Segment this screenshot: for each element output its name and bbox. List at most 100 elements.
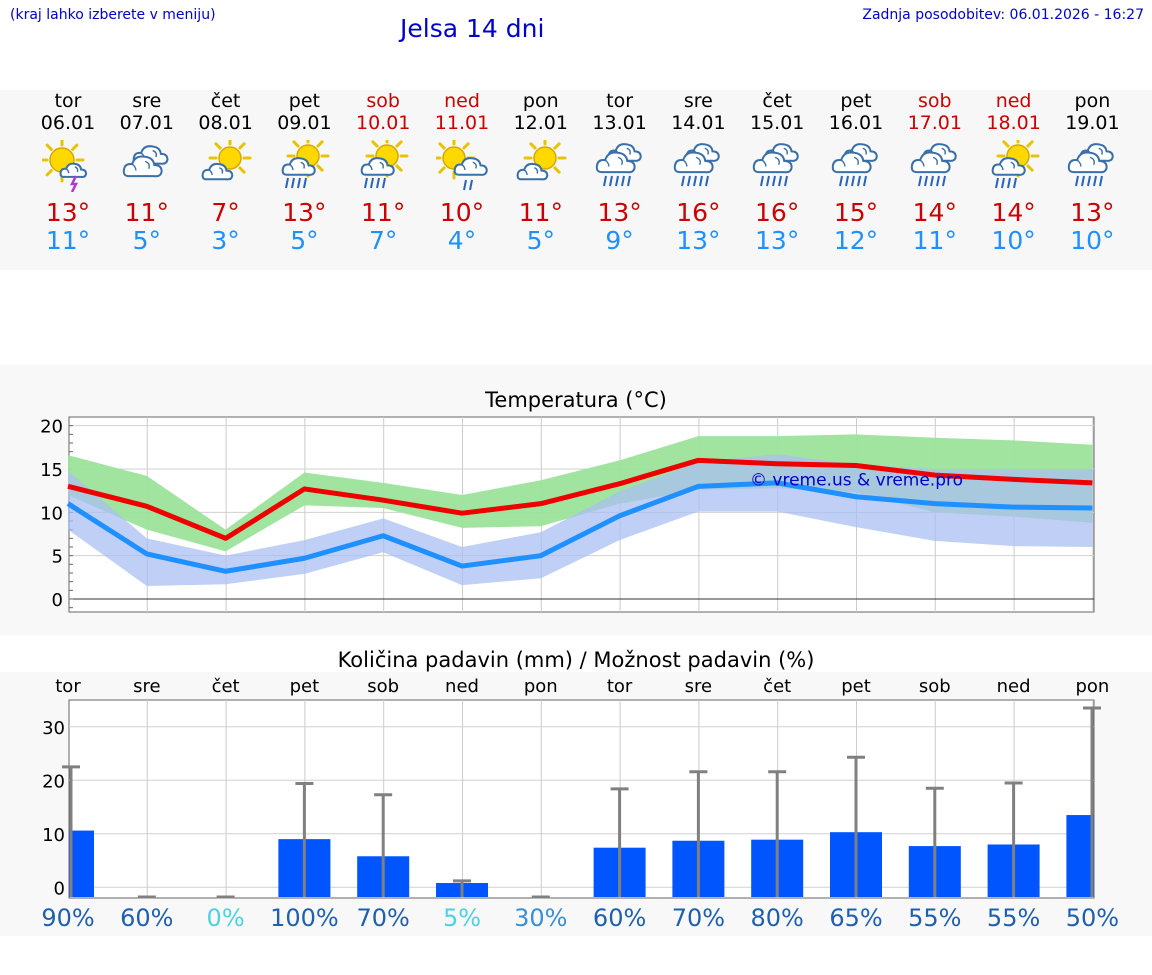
min-temp: 12° (833, 226, 879, 255)
day-name: tor (54, 90, 82, 112)
temp-y-tick: 15 (40, 460, 63, 481)
day-date: 12.01 (513, 112, 568, 134)
day-date: 11.01 (434, 112, 490, 134)
cloud-rain-icon (1068, 143, 1115, 187)
precip-day-label: tor (55, 676, 81, 697)
precip-day-label: tor (607, 676, 633, 697)
max-temp: 13° (282, 198, 327, 227)
day-date: 14.01 (671, 112, 726, 134)
min-temp: 3° (211, 226, 240, 255)
precip-probability: 30% (514, 904, 567, 932)
day-name: ned (444, 90, 480, 112)
day-date: 19.01 (1065, 112, 1120, 134)
precip-probability: 60% (120, 904, 173, 932)
min-temp: 10° (991, 226, 1036, 255)
temp-y-tick: 0 (52, 590, 63, 611)
precip-probability: 55% (908, 904, 961, 932)
precip-y-tick: 30 (42, 718, 65, 739)
watermark: © vreme.us & vreme.pro (750, 470, 963, 490)
max-temp-line (67, 457, 1093, 541)
precip-y-tick: 10 (42, 825, 65, 846)
forecast-band (0, 90, 1152, 270)
day-name: čet (210, 90, 241, 112)
precip-day-label: sre (685, 676, 712, 697)
min-temp: 4° (447, 226, 477, 255)
page-title: Jelsa 14 dni (400, 14, 545, 43)
precip-bar (1066, 815, 1094, 897)
max-temp: 13° (45, 198, 91, 227)
min-temp: 9° (605, 226, 634, 255)
max-temp: 11° (124, 198, 169, 227)
day-name: sob (366, 90, 400, 112)
sun-cloud-rain-icon (282, 140, 330, 189)
precip-day-label: sre (133, 676, 160, 697)
precip-probability: 70% (357, 904, 410, 932)
day-date: 09.01 (277, 112, 332, 134)
precip-probability: 70% (672, 904, 725, 932)
sun-cloud-icon (201, 140, 252, 181)
precip-day-label: sob (367, 676, 399, 697)
precip-y-tick: 20 (42, 771, 65, 792)
min-temp-line (66, 480, 1093, 574)
max-temp: 16° (676, 198, 721, 227)
precip-day-label: sob (919, 676, 951, 697)
min-temp: 13° (755, 226, 800, 255)
day-date: 18.01 (986, 112, 1041, 134)
precip-probability: 65% (829, 904, 882, 932)
cloud-rain-icon (910, 143, 957, 187)
precip-probability: 100% (270, 904, 339, 932)
precip-y-tick: 0 (54, 878, 65, 899)
day-date: 10.01 (355, 112, 411, 134)
min-temp: 13° (676, 226, 721, 255)
day-date: 08.01 (198, 112, 253, 134)
daily-forecast: tor 06.01 13° 11° sre 07.01 11° 5° čet 08.01 7° 3° p… (0, 90, 1152, 270)
day-date: 13.01 (592, 112, 647, 134)
day-date: 07.01 (119, 112, 174, 134)
max-temp: 7° (211, 198, 240, 227)
sun-cloud-rain-icon (360, 140, 409, 189)
day-date: 06.01 (40, 112, 96, 134)
day-name: sob (918, 90, 952, 112)
precip-day-label: čet (212, 676, 240, 697)
temp-y-tick: 5 (52, 547, 63, 568)
precipitation-chart-title: Količina padavin (mm) / Možnost padavin … (337, 648, 815, 672)
precip-day-label: pon (524, 676, 558, 697)
sun-cloud-icon (516, 140, 567, 181)
precip-probability: 0% (207, 904, 245, 932)
precip-probability: 80% (751, 904, 804, 932)
last-update: Zadnja posodobitev: 06.01.2026 - 16:27 (862, 7, 1144, 23)
min-temp: 5° (526, 226, 555, 255)
precip-probability: 60% (593, 904, 646, 932)
day-name: sre (683, 90, 713, 112)
min-temp: 11° (912, 226, 957, 255)
precipitation-chart: 0 10 20 30 tor sre čet pet sob ned pon tor sre čet pet… (41, 676, 1119, 932)
cloud-icon (122, 145, 169, 178)
max-temp: 16° (755, 198, 800, 227)
cloud-rain-icon (831, 143, 878, 187)
location-hint: (kraj lahko izberete v meniju) (10, 7, 216, 23)
min-temp: 7° (368, 226, 398, 255)
day-date: 16.01 (828, 112, 884, 134)
sun-cloud-light-rain-icon (436, 140, 488, 191)
min-temp: 11° (45, 226, 91, 255)
day-name: pet (288, 90, 320, 112)
temperature-chart: 0 5 10 15 20 © vreme.us & vreme.pro (40, 416, 1095, 613)
day-date: 15.01 (749, 112, 805, 134)
temperature-chart-title: Temperatura (°C) (485, 388, 667, 412)
precip-day-label: ned (445, 676, 479, 697)
sun-cloud-thunder-icon (42, 140, 88, 192)
sun-cloud-rain-icon (991, 140, 1040, 189)
precip-probability: 50% (1066, 904, 1119, 932)
temp-y-tick: 10 (40, 503, 63, 524)
precip-probability: 5% (443, 904, 481, 932)
max-temp: 14° (912, 198, 957, 227)
min-temp: 10° (1070, 226, 1115, 255)
day-name: pet (840, 90, 872, 112)
max-temp: 11° (518, 198, 563, 227)
max-temp: 10° (439, 198, 485, 227)
day-name: pon (522, 90, 559, 112)
precip-day-label: pon (1075, 676, 1109, 697)
day-name: tor (606, 90, 634, 112)
min-temp: 5° (132, 226, 161, 255)
cloud-rain-icon (595, 143, 642, 187)
